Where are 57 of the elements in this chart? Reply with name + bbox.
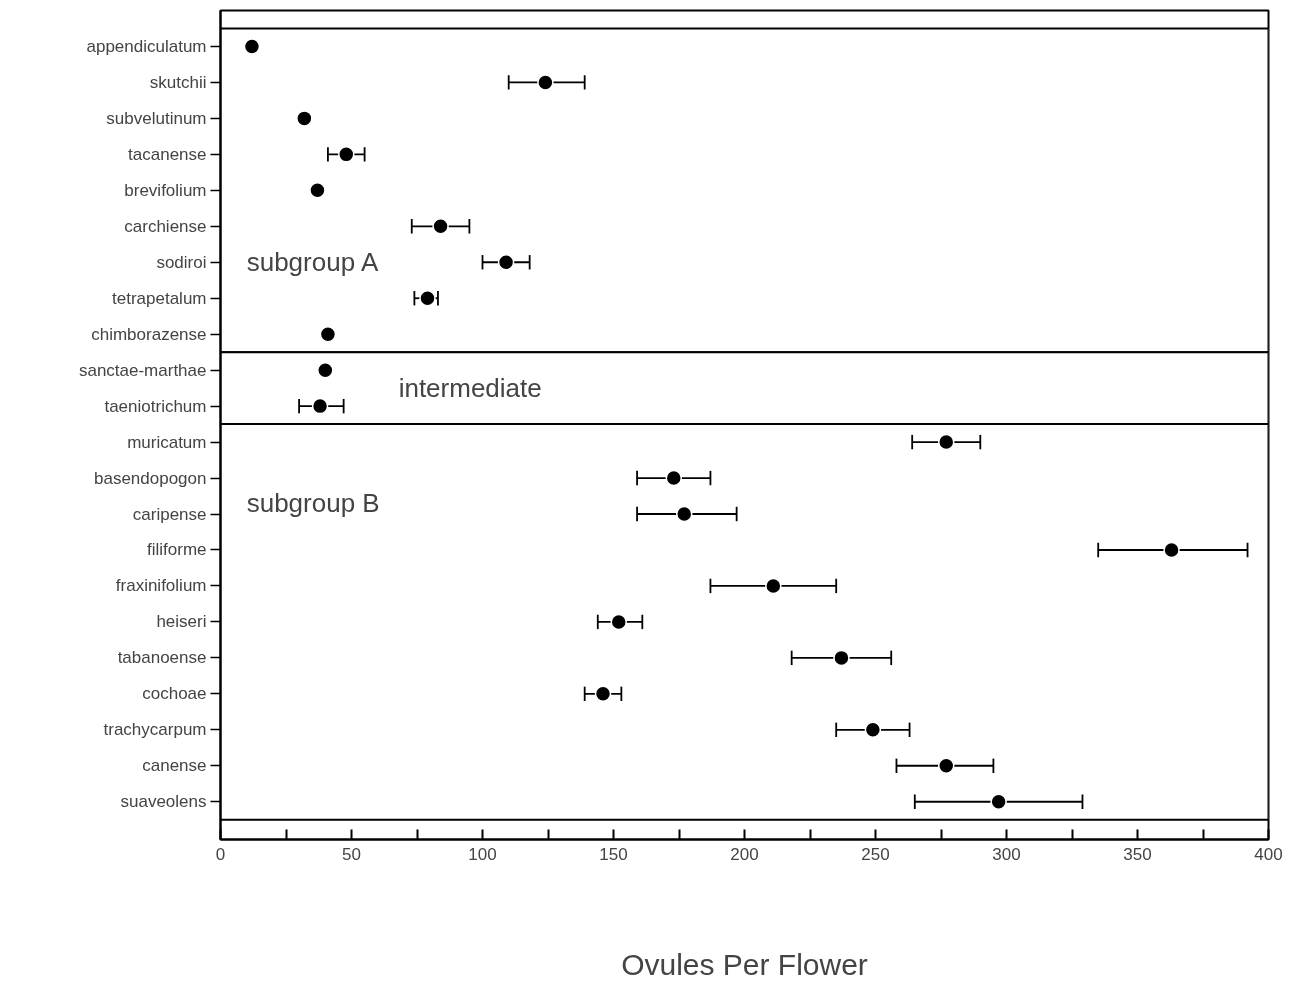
point — [309, 182, 326, 199]
y-tick-label: taeniotrichum — [104, 396, 207, 416]
y-tick-label: caripense — [132, 504, 207, 524]
x-tick-label: 100 — [468, 844, 497, 864]
x-tick-label: 250 — [861, 844, 890, 864]
y-tick-label: filiforme — [146, 540, 207, 560]
y-tick-label: carchiense — [124, 216, 207, 236]
point — [311, 397, 329, 415]
y-tick-label: appendiculatum — [86, 36, 207, 56]
y-tick-label: tabanoense — [117, 648, 207, 668]
y-tick-label: cochoae — [142, 684, 207, 704]
x-tick-label: 0 — [215, 844, 226, 864]
y-tick-label: suaveolens — [120, 792, 207, 812]
y-tick-label: fraxinifolium — [115, 576, 207, 596]
x-tick-label: 200 — [730, 844, 759, 864]
y-tick-label: tacanense — [128, 144, 207, 164]
x-axis-title: Ovules Per Flower — [621, 947, 868, 981]
x-tick-label: 150 — [599, 844, 628, 864]
y-tick-label: chimborazense — [91, 324, 207, 344]
point — [317, 361, 334, 379]
point — [990, 793, 1007, 810]
point — [319, 325, 337, 343]
y-tick-label: sanctae-marthae — [78, 360, 207, 380]
y-tick-label: trachycarpum — [103, 720, 207, 740]
point — [665, 469, 683, 487]
y-tick-label: heiseri — [156, 612, 207, 632]
x-tick-label: 50 — [342, 844, 361, 864]
point — [937, 757, 955, 775]
x-tick-label: 400 — [1254, 844, 1283, 864]
band-label: subgroup A — [246, 246, 379, 277]
point — [610, 613, 627, 631]
y-tick-label: basendopogon — [94, 468, 207, 488]
point — [833, 649, 850, 667]
point — [765, 577, 782, 595]
band-label: subgroup B — [246, 488, 380, 519]
point — [864, 721, 882, 739]
point — [243, 38, 261, 55]
y-tick-label: skutchii — [149, 72, 207, 92]
y-tick-label: sodiroi — [156, 252, 207, 272]
x-tick-label: 300 — [992, 844, 1021, 864]
point — [1163, 541, 1180, 559]
y-tick-label: subvelutinum — [106, 108, 207, 128]
x-tick-label: 350 — [1123, 844, 1152, 864]
point — [432, 218, 449, 235]
y-tick-label: brevifolium — [124, 180, 207, 200]
point — [419, 289, 436, 307]
point — [338, 146, 355, 163]
y-tick-label: canense — [142, 756, 207, 776]
point — [296, 110, 313, 127]
point — [594, 685, 612, 703]
point — [675, 505, 693, 523]
point — [537, 74, 554, 91]
point — [937, 433, 955, 451]
y-tick-label: tetrapetalum — [112, 288, 207, 308]
y-tick-label: muricatum — [127, 432, 207, 452]
point — [497, 254, 515, 271]
band-label: intermediate — [398, 373, 542, 404]
